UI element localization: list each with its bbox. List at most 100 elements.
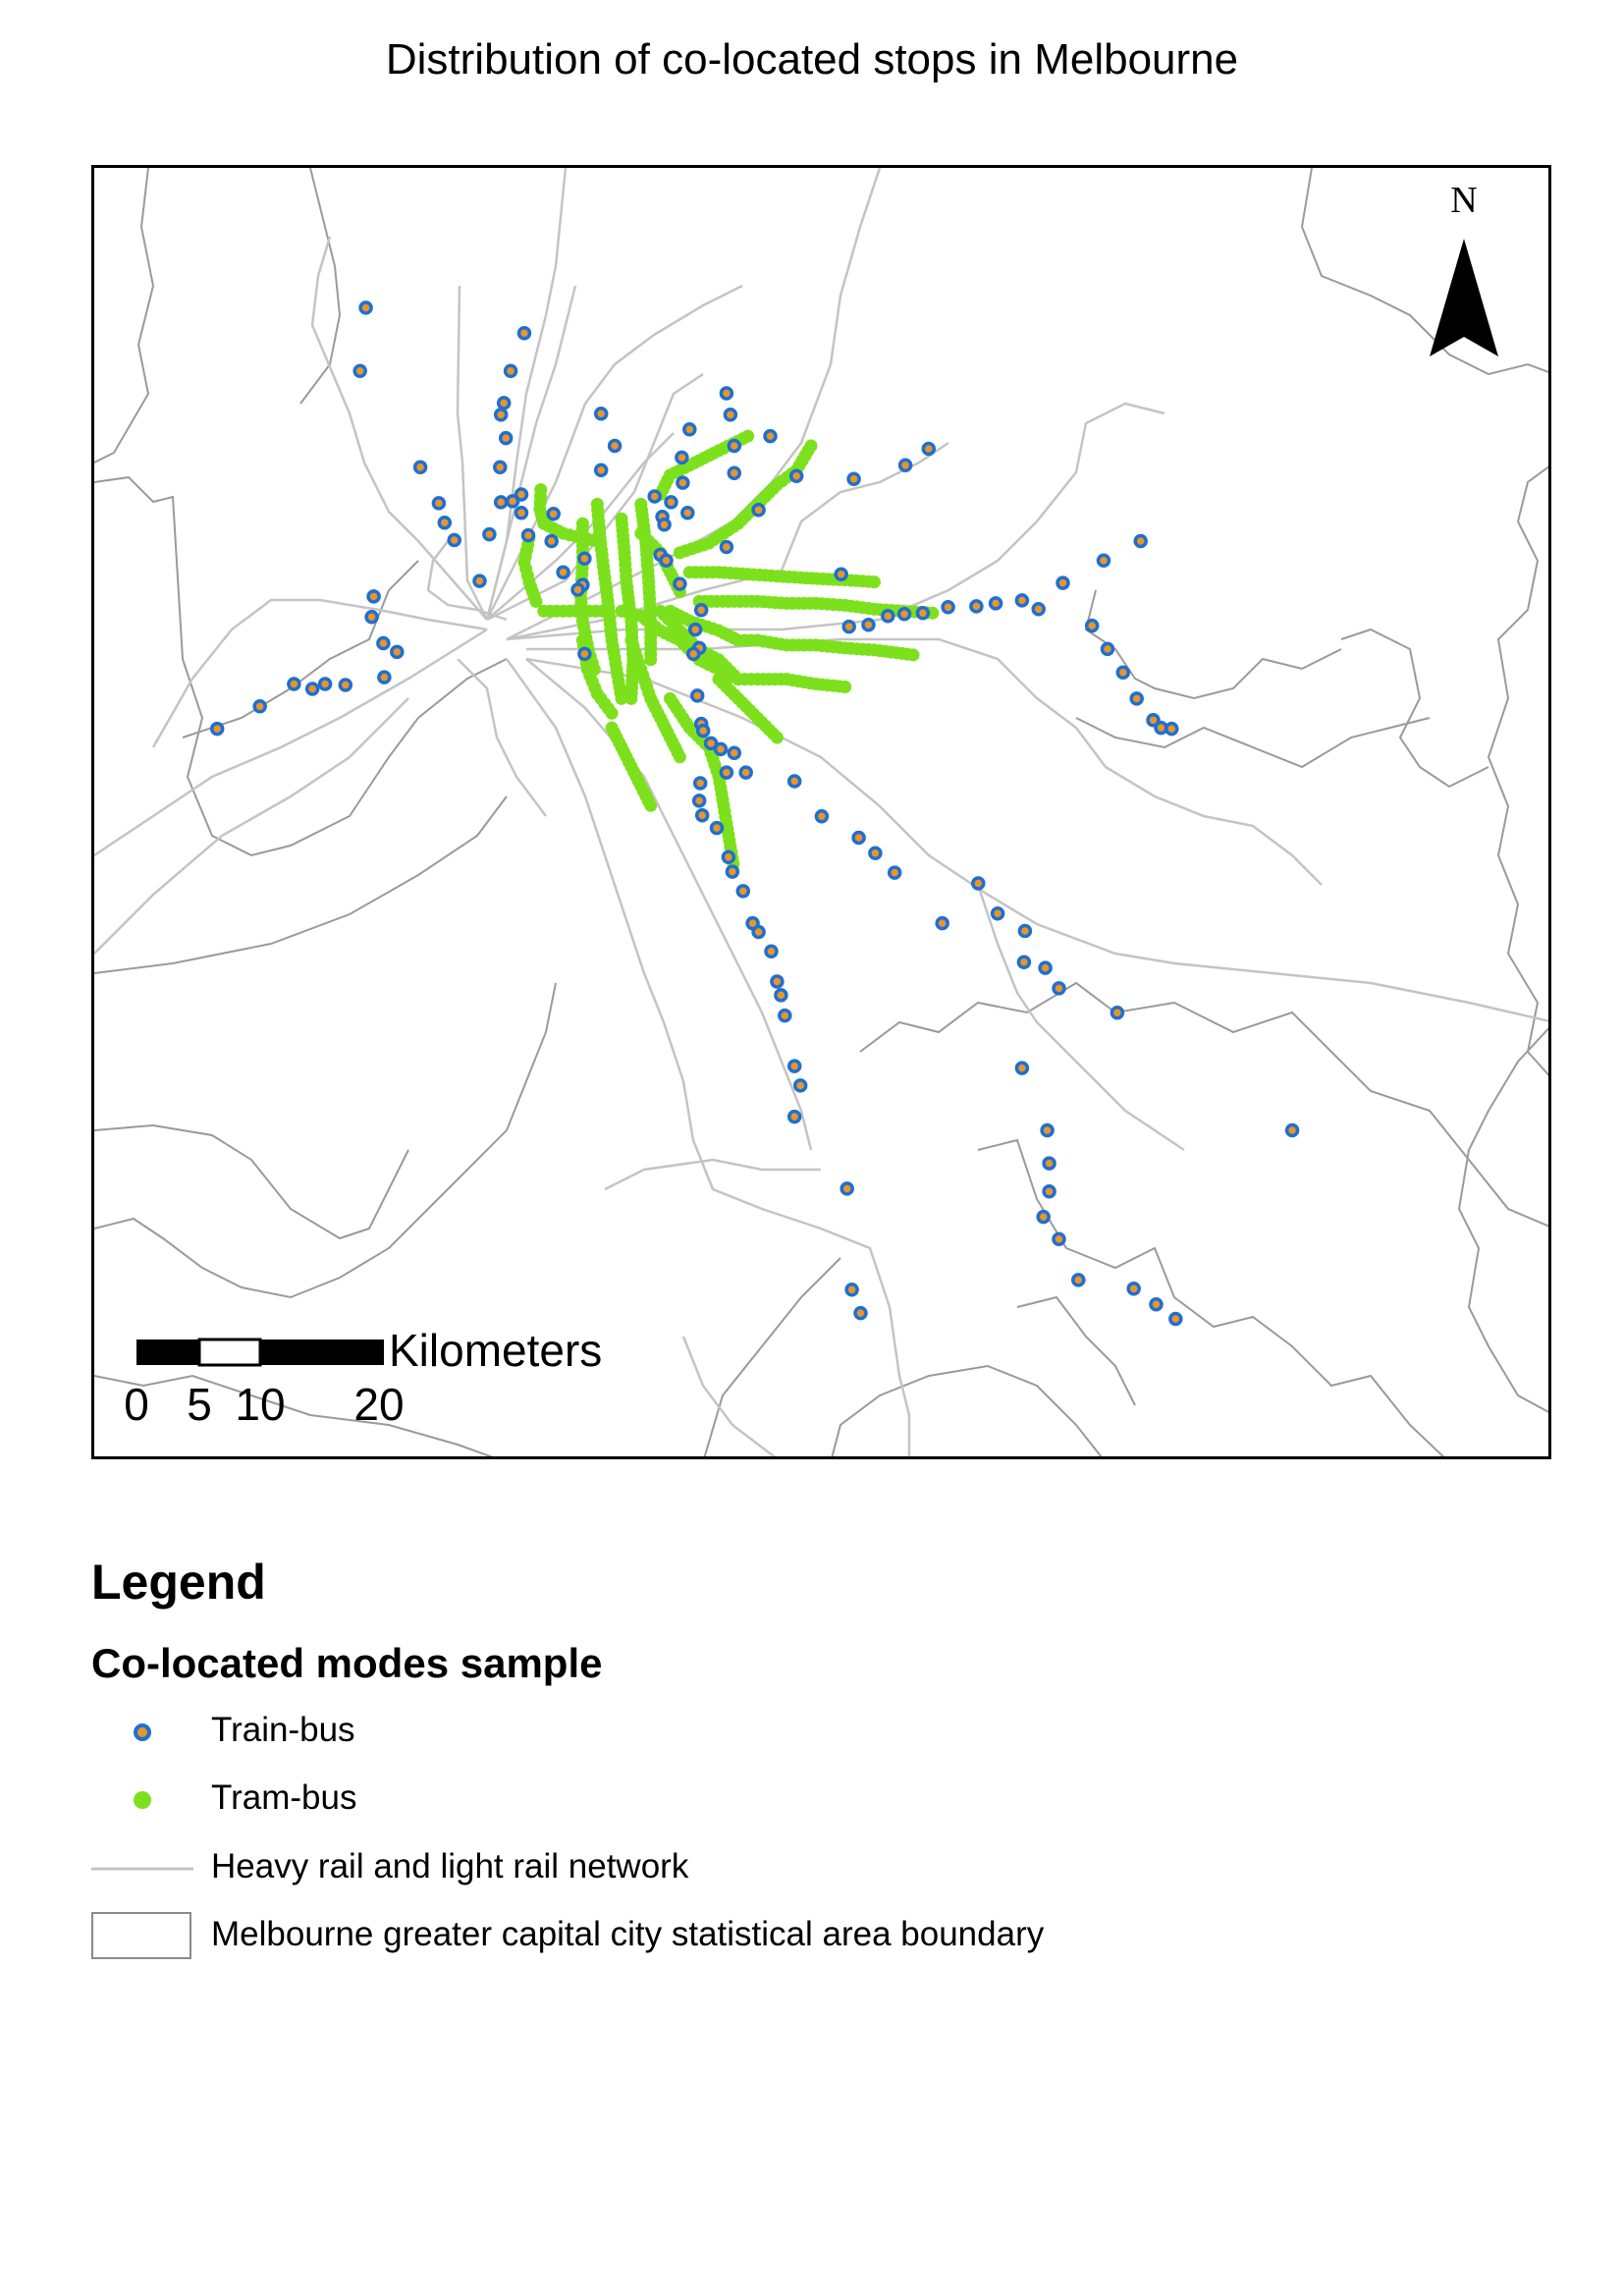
train-bus-stop-marker [209, 721, 225, 737]
boundary-line [94, 1374, 494, 1456]
train-bus-stop-marker [861, 617, 876, 632]
train-bus-stop-marker [839, 1181, 854, 1196]
rail-line [485, 285, 577, 621]
train-bus-stop-marker [727, 465, 742, 480]
train-bus-stop-marker [990, 905, 1005, 921]
train-bus-stop-marker [814, 808, 830, 824]
train-bus-stop-marker [1014, 593, 1030, 608]
train-bus-stop-marker [971, 876, 986, 891]
legend-subheading: Co-located modes sample [91, 1640, 603, 1686]
tram-bus-stop-marker [906, 648, 920, 662]
train-bus-stop-marker [719, 765, 734, 780]
tram-bus-stop-marker [615, 691, 628, 705]
rail-line [456, 285, 489, 621]
map-title: Distribution of co-located stops in Melb… [385, 35, 1239, 83]
train-bus-stop-marker [482, 526, 497, 542]
train-bus-stop-marker [577, 551, 592, 567]
train-bus-stop-marker [680, 506, 695, 520]
legend-item-boundary: Melbourne greater capital city statistic… [91, 1907, 1466, 1966]
train-bus-stop-marker [352, 363, 367, 379]
train-bus-stop-marker [689, 688, 705, 703]
train-bus-stop-marker [1056, 575, 1070, 590]
train-bus-stop-marker [1017, 923, 1033, 939]
train-bus-stop-marker [844, 1283, 859, 1297]
train-bus-stop-marker [682, 421, 697, 437]
train-bus-stop-marker [364, 609, 379, 625]
scale-bar: Kilometers 0 5 10 20 [124, 1325, 602, 1430]
train-bus-stop-marker [544, 533, 559, 549]
train-bus-stop-marker [1129, 691, 1144, 706]
train-bus-stop-marker [546, 507, 561, 521]
train-bus-stop-marker [751, 503, 766, 518]
train-bus-stop-marker [493, 495, 509, 510]
train-bus-stop-marker [719, 539, 734, 555]
rail-line [94, 628, 488, 857]
train-bus-stop-marker [516, 325, 532, 341]
train-bus-stop-marker [713, 741, 729, 757]
train-bus-stop-marker [841, 619, 856, 634]
train-bus-stop-marker [881, 609, 895, 624]
train-bus-stop-marker [252, 699, 267, 714]
train-bus-stop-marker [673, 576, 687, 591]
train-bus-stop-marker [1042, 1156, 1056, 1171]
tram-bus-stop-marker [673, 750, 686, 764]
boundary-line [1457, 1027, 1548, 1413]
train-bus-stop-marker [496, 396, 512, 410]
train-bus-stop-marker [472, 574, 487, 588]
scale-bar-tick-label: 5 [187, 1379, 212, 1430]
train-bus-stop-marker [366, 589, 381, 604]
rail-line [310, 236, 488, 621]
train-bus-stop-marker [751, 924, 766, 940]
rail-line [151, 598, 488, 748]
scale-bar-segment [197, 1338, 262, 1367]
scale-bar-segment [136, 1339, 199, 1365]
train-bus-symbol-icon [134, 1723, 151, 1741]
train-bus-stop-marker [853, 1305, 868, 1321]
tram-bus-symbol-icon [134, 1791, 151, 1809]
train-bus-stop-marker [358, 301, 373, 315]
legend-item-label: Tram-bus [211, 1778, 357, 1817]
train-bus-stop-marker [725, 864, 740, 879]
train-bus-stop-marker [846, 471, 861, 486]
train-bus-stop-marker [887, 865, 902, 880]
boundary-line [94, 795, 508, 974]
train-bus-stop-marker [727, 438, 742, 454]
train-bus-stop-marker [675, 450, 689, 465]
tram-bus-stop-marker [926, 606, 940, 620]
boundary-line [831, 1364, 1103, 1456]
boundary-line [1300, 168, 1548, 376]
train-bus-stop-marker [1038, 960, 1053, 975]
rail-line [457, 658, 547, 817]
train-bus-stop-marker [727, 745, 742, 761]
train-bus-stop-marker [514, 487, 529, 502]
train-bus-stop-marker [520, 527, 536, 543]
train-bus-stop-marker [691, 793, 707, 808]
train-bus-stop-marker [786, 774, 802, 789]
train-bus-stop-marker [593, 463, 609, 478]
rail-line-symbol-icon [91, 1867, 193, 1871]
train-bus-stop-marker [735, 884, 751, 899]
train-bus-stop-marker [287, 677, 301, 691]
train-bus-stop-marker [647, 489, 662, 504]
train-bus-stop-marker [703, 736, 719, 751]
north-arrow-label: N [1450, 180, 1477, 221]
train-bus-stop-marker [778, 1008, 792, 1023]
rail-line [976, 884, 1185, 1152]
boundary-line [94, 475, 508, 857]
train-bus-stop-marker [657, 517, 672, 532]
legend-item-rail: Heavy rail and light rail network [91, 1839, 1466, 1898]
train-bus-stop-marker [763, 428, 778, 444]
tram-bus-stop-marker [741, 429, 755, 443]
train-bus-stop-marker [687, 622, 703, 637]
boundary-line [977, 1138, 1445, 1456]
scale-bar-unit: Kilometers [389, 1325, 602, 1376]
train-bus-stop-marker [431, 496, 447, 511]
train-bus-stop-marker [723, 408, 738, 422]
map-frame[interactable]: N Kilometers 0 5 10 20 [91, 165, 1551, 1459]
rail-line [604, 1158, 821, 1191]
boundary-line [94, 168, 155, 464]
train-bus-stop-marker [719, 386, 734, 401]
rail-line [526, 637, 1323, 886]
train-bus-stop-marker [1016, 955, 1032, 969]
boundary-line [703, 1257, 841, 1456]
